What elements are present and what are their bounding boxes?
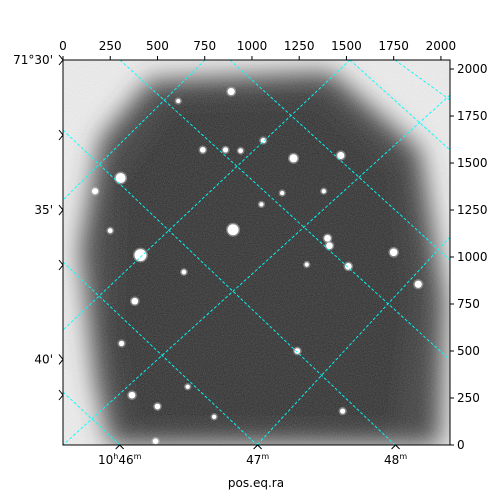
star xyxy=(131,297,139,305)
x-top-tick-label: 250 xyxy=(99,39,122,53)
star xyxy=(259,202,264,207)
dec-tick xyxy=(58,354,64,365)
star xyxy=(152,438,159,445)
dec-tick-label: 35' xyxy=(34,203,53,217)
ra-tick xyxy=(115,444,125,450)
dec-axis: 71°30' 35' 40' xyxy=(13,53,64,401)
star xyxy=(344,263,352,270)
y-right-tick-label: 500 xyxy=(457,344,480,358)
dec-tick xyxy=(58,204,64,216)
star xyxy=(294,348,301,354)
star xyxy=(340,408,346,414)
star xyxy=(107,228,113,234)
x-top-tick-label: 500 xyxy=(146,39,169,53)
star xyxy=(260,137,266,144)
star xyxy=(337,151,345,160)
image-area xyxy=(63,60,450,445)
stars-layer xyxy=(90,86,424,445)
ra-tick xyxy=(253,444,262,450)
dec-tick xyxy=(58,129,64,141)
star xyxy=(212,414,217,419)
grid-line xyxy=(63,391,121,445)
noise-overlay xyxy=(63,60,450,445)
grid-line xyxy=(229,60,450,261)
dec-tick xyxy=(58,389,64,401)
y-right-pixel-axis: 0 250 500 750 1000 1250 1500 1750 2000 xyxy=(450,62,488,452)
grid-line xyxy=(63,94,450,445)
x-top-tick-label: 1250 xyxy=(284,39,315,53)
y-right-tick-label: 1000 xyxy=(457,250,488,264)
y-right-tick-label: 1250 xyxy=(457,203,488,217)
star xyxy=(227,224,239,236)
ra-tick-label: 10h46m xyxy=(98,452,142,467)
star xyxy=(238,148,244,154)
y-right-tick-label: 750 xyxy=(457,297,480,311)
x-top-tick-label: 2000 xyxy=(426,39,457,53)
star xyxy=(181,269,187,275)
grid-line xyxy=(119,60,450,361)
star xyxy=(326,242,333,250)
grid-line xyxy=(256,236,450,445)
coordinate-grid xyxy=(63,60,450,445)
star xyxy=(176,98,181,104)
star xyxy=(227,87,235,96)
star xyxy=(222,147,229,153)
star xyxy=(199,146,206,153)
star xyxy=(289,154,298,163)
x-top-tick-label: 1500 xyxy=(331,39,362,53)
ra-tick-label: 48m xyxy=(384,452,407,467)
x-top-tick-label: 0 xyxy=(59,39,67,53)
star xyxy=(414,280,422,288)
star xyxy=(134,249,147,262)
x-top-tick-label: 750 xyxy=(193,39,216,53)
x-top-pixel-axis: 0 250 500 750 1000 1250 1500 1750 2000 xyxy=(59,39,456,60)
grid-line xyxy=(63,129,396,445)
y-right-tick-label: 1500 xyxy=(457,156,488,170)
y-right-tick-label: 2000 xyxy=(457,62,488,76)
star xyxy=(154,403,161,410)
ra-tick xyxy=(391,444,400,450)
star xyxy=(118,340,125,347)
star xyxy=(128,391,136,399)
grid-line xyxy=(63,60,206,201)
ra-tick-label: 47m xyxy=(246,452,269,467)
grid-line xyxy=(349,60,450,151)
star xyxy=(115,173,126,184)
x-top-tick-label: 1750 xyxy=(378,39,409,53)
grid-line xyxy=(394,60,450,101)
dec-tick xyxy=(58,54,64,66)
dec-tick xyxy=(58,259,64,271)
star xyxy=(185,384,190,389)
x-top-tick-label: 1000 xyxy=(237,39,268,53)
grid-line xyxy=(63,261,258,445)
ra-axis: 10h46m 47m 48m xyxy=(98,444,407,467)
star xyxy=(389,248,398,257)
star xyxy=(321,189,326,194)
y-right-tick-label: 250 xyxy=(457,391,480,405)
star xyxy=(324,234,331,242)
y-right-tick-label: 0 xyxy=(457,438,465,452)
star xyxy=(304,262,309,267)
plot-frame xyxy=(62,59,451,446)
x-axis-label: pos.eq.ra xyxy=(228,476,284,490)
grid-line xyxy=(63,60,351,331)
dec-tick-label: 71°30' xyxy=(13,53,53,67)
dec-tick-label: 40' xyxy=(34,352,53,366)
star xyxy=(92,188,99,195)
star xyxy=(280,190,285,196)
y-right-tick-label: 1750 xyxy=(457,109,488,123)
